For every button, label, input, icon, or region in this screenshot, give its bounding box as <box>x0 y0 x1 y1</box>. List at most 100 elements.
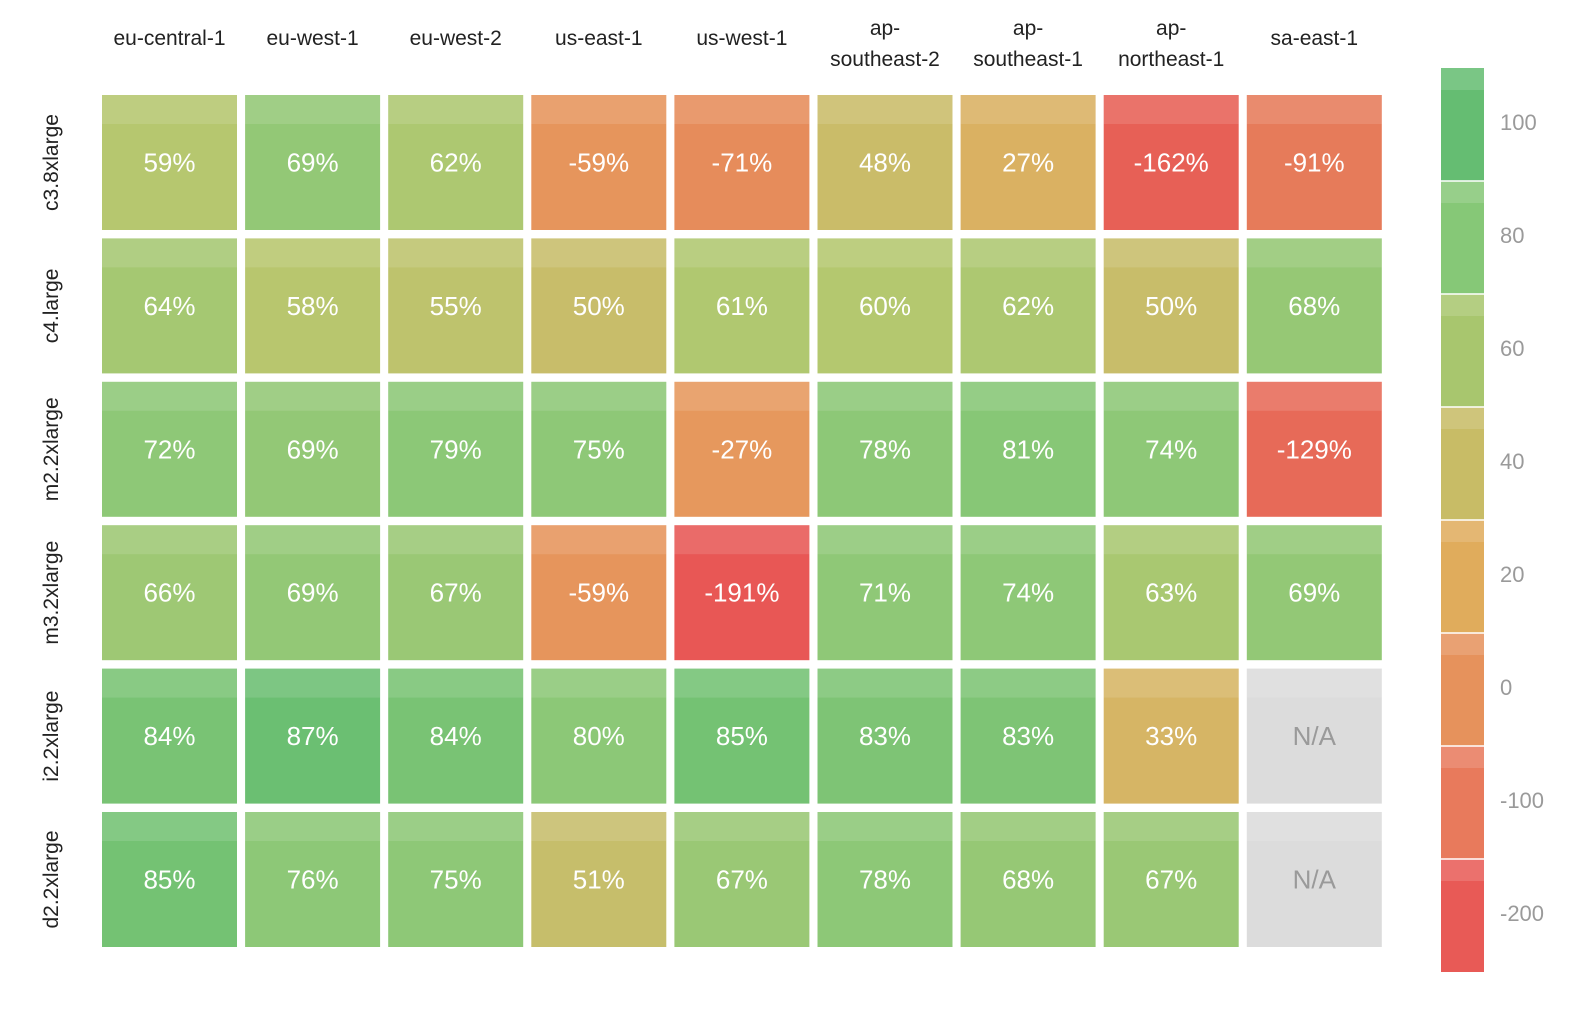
heatmap-cell-m3.2xlarge-us-west-1 <box>674 525 810 661</box>
cell-value-label: 67% <box>430 578 482 608</box>
cell-value-label: N/A <box>1293 721 1337 751</box>
heatmap-cell-highlight <box>817 668 953 698</box>
heatmap-cell-highlight <box>674 525 810 555</box>
heatmap-cell-m3.2xlarge-ap-northeast-1 <box>1103 525 1239 661</box>
colorbar-segment <box>1441 181 1484 294</box>
heatmap-cell-m3.2xlarge-eu-west-1 <box>245 525 381 661</box>
heatmap-cell-highlight <box>817 95 953 124</box>
cell-value-label: 78% <box>859 865 911 895</box>
heatmap-cell-i2.2xlarge-eu-central-1 <box>102 668 237 804</box>
heatmap-cell-c3.8xlarge-ap-southeast-2 <box>817 95 953 230</box>
cell-value-label: 72% <box>143 434 195 464</box>
colorbar-tick-label: 20 <box>1500 562 1524 587</box>
heatmap-cell-highlight <box>674 381 810 411</box>
colorbar-segment-highlight <box>1441 407 1484 429</box>
heatmap-cell-highlight <box>817 812 953 841</box>
heatmap-cell-c3.8xlarge-sa-east-1 <box>1246 95 1382 230</box>
heatmap-cell-m3.2xlarge-eu-west-2 <box>388 525 524 661</box>
heatmap-cell-c4.large-ap-southeast-1 <box>960 238 1096 374</box>
cell-value-label: 64% <box>143 291 195 321</box>
cell-value-label: -162% <box>1134 148 1209 178</box>
heatmap-cell-highlight <box>674 812 810 841</box>
colorbar-segment-highlight <box>1441 746 1484 768</box>
heatmap-cell-highlight <box>960 812 1096 841</box>
heatmap-cell-highlight <box>960 525 1096 555</box>
heatmap-cell-d2.2xlarge-eu-west-2 <box>388 812 524 947</box>
heatmap-cell-m2.2xlarge-ap-southeast-2 <box>817 381 953 517</box>
cell-value-label: 74% <box>1002 578 1054 608</box>
cell-value-label: -71% <box>712 148 773 178</box>
heatmap-cell-highlight <box>960 381 1096 411</box>
heatmap-cell-highlight <box>531 525 667 555</box>
heatmap-cell-highlight <box>388 238 524 268</box>
colorbar-segment-highlight <box>1441 520 1484 542</box>
cell-value-label: 68% <box>1288 291 1340 321</box>
heatmap-cell-highlight <box>1103 95 1239 124</box>
column-label-eu-west-1: eu-west-1 <box>266 27 358 50</box>
heatmap-cell-c4.large-eu-central-1 <box>102 238 237 374</box>
cell-value-label: -129% <box>1277 434 1352 464</box>
heatmap-cell-highlight <box>102 812 237 841</box>
heatmap-cell-highlight <box>817 238 953 268</box>
heatmap-cell-highlight <box>960 668 1096 698</box>
cell-value-label: 81% <box>1002 434 1054 464</box>
heatmap-cell-c3.8xlarge-us-east-1 <box>531 95 667 230</box>
cell-value-label: -191% <box>704 578 779 608</box>
colorbar-segment-highlight <box>1441 68 1484 90</box>
heatmap-cell-i2.2xlarge-ap-northeast-1 <box>1103 668 1239 804</box>
heatmap-cell-d2.2xlarge-us-west-1 <box>674 812 810 947</box>
cell-value-label: 61% <box>716 291 768 321</box>
heatmap-cell-highlight <box>1246 381 1382 411</box>
heatmap-cell-highlight <box>531 668 667 698</box>
cell-value-label: 74% <box>1145 434 1197 464</box>
heatmap-cell-c4.large-ap-southeast-2 <box>817 238 953 374</box>
cell-value-label: 75% <box>430 865 482 895</box>
cell-value-label: 33% <box>1145 721 1197 751</box>
colorbar-segment <box>1441 294 1484 407</box>
heatmap-cell-highlight <box>531 95 667 124</box>
colorbar-tick-label: 80 <box>1500 223 1524 248</box>
colorbar-tick-label: -200 <box>1500 901 1544 926</box>
row-labels: c3.8xlarge c4.large m2.2xlarge m3.2xlarge i2… <box>40 114 63 928</box>
cell-value-label: 51% <box>573 865 625 895</box>
heatmap-cell-d2.2xlarge-sa-east-1 <box>1246 812 1382 947</box>
column-label-ap-southeast-1: ap-southeast-1 <box>973 17 1083 71</box>
row-label-m3.2xlarge: m3.2xlarge <box>40 541 63 645</box>
heatmap-cell-highlight <box>245 238 381 268</box>
heatmap-cell-highlight <box>1103 668 1239 698</box>
heatmap-cell-m2.2xlarge-sa-east-1 <box>1246 381 1382 517</box>
heatmap-cell-highlight <box>1103 812 1239 841</box>
heatmap-cell-m3.2xlarge-ap-southeast-2 <box>817 525 953 661</box>
heatmap-cell-d2.2xlarge-ap-northeast-1 <box>1103 812 1239 947</box>
cell-value-label: 87% <box>287 721 339 751</box>
heatmap-cell-c4.large-ap-northeast-1 <box>1103 238 1239 374</box>
column-label-us-west-1: us-west-1 <box>696 27 787 50</box>
heatmap-cell-d2.2xlarge-eu-central-1 <box>102 812 237 947</box>
cell-value-label: 71% <box>859 578 911 608</box>
heatmap-cell-c3.8xlarge-ap-southeast-1 <box>960 95 1096 230</box>
column-label-eu-west-2: eu-west-2 <box>410 27 502 50</box>
heatmap-cell-highlight <box>245 525 381 555</box>
heatmap-cell-m3.2xlarge-us-east-1 <box>531 525 667 661</box>
cell-value-label: 75% <box>573 434 625 464</box>
colorbar-segment-highlight <box>1441 859 1484 881</box>
heatmap-cell-c4.large-eu-west-2 <box>388 238 524 374</box>
heatmap-cell-highlight <box>102 668 237 698</box>
colorbar-segment <box>1441 520 1484 633</box>
heatmap-cell-highlight <box>674 95 810 124</box>
heatmap-cell-m2.2xlarge-eu-west-1 <box>245 381 381 517</box>
heatmap-cell-highlight <box>674 668 810 698</box>
heatmap-cell-c4.large-us-west-1 <box>674 238 810 374</box>
cell-value-label: 85% <box>716 721 768 751</box>
heatmap-cell-i2.2xlarge-ap-southeast-2 <box>817 668 953 804</box>
heatmap-cell-highlight <box>531 812 667 841</box>
colorbar-tick-label: 0 <box>1500 675 1512 700</box>
colorbar-segment <box>1441 746 1484 859</box>
colorbar: 100 80 60 40 20 0 -100 -200 <box>1441 68 1544 972</box>
colorbar-tick-label: 40 <box>1500 449 1524 474</box>
cell-value-label: 84% <box>143 721 195 751</box>
heatmap-cell-i2.2xlarge-us-west-1 <box>674 668 810 804</box>
heatmap-cell-m2.2xlarge-ap-southeast-1 <box>960 381 1096 517</box>
row-label-i2.2xlarge: i2.2xlarge <box>40 691 63 782</box>
heatmap-cell-highlight <box>960 95 1096 124</box>
